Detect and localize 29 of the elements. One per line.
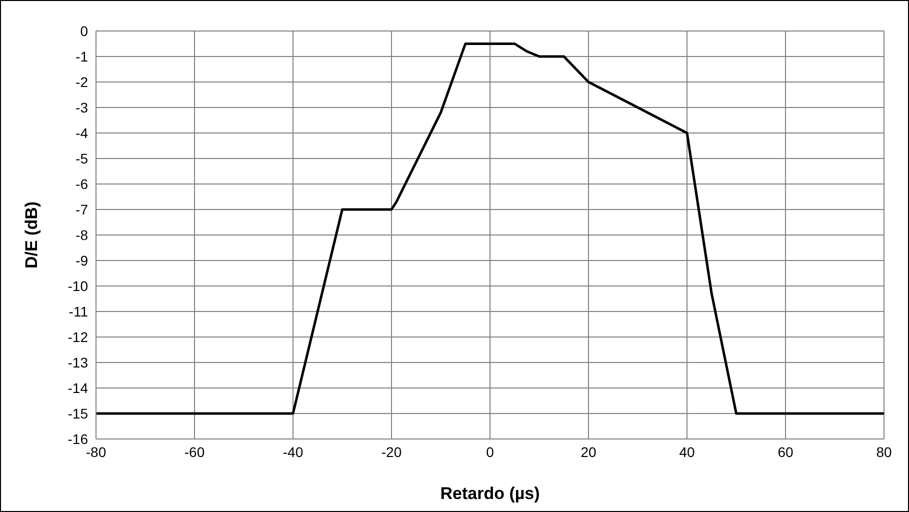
- y-tick-label: -4: [76, 124, 88, 141]
- y-tick-label: -13: [68, 354, 88, 370]
- x-tick-label: 20: [580, 444, 596, 460]
- y-tick-label: -8: [76, 226, 88, 243]
- line-series: [96, 42, 884, 415]
- x-tick-label: 40: [679, 444, 695, 460]
- y-tick-label: -1: [76, 48, 88, 64]
- y-tick-label: -9: [76, 252, 88, 268]
- y-tick-label: -16: [68, 430, 88, 447]
- x-tick-label: -80: [86, 444, 106, 460]
- y-tick-label: -15: [68, 405, 88, 422]
- y-tick-label: -10: [68, 278, 88, 294]
- x-axis-title: Retardo (µs): [440, 484, 540, 503]
- y-tick-label: -3: [76, 99, 88, 116]
- y-tick-label: -7: [76, 201, 88, 218]
- x-tick-label: 0: [486, 444, 494, 460]
- x-tick-label: 60: [778, 444, 794, 460]
- y-tick-label: -12: [68, 328, 88, 345]
- x-tick-label: -60: [184, 444, 205, 460]
- y-axis-title: D/E (dB): [22, 201, 42, 269]
- y-tick-label: -2: [76, 74, 88, 90]
- x-tick-label: 80: [876, 444, 892, 460]
- y-tick-label: -6: [76, 176, 88, 192]
- y-tick-label: 0: [80, 22, 88, 39]
- y-tick-label: -5: [76, 150, 88, 166]
- x-tick-label: -40: [282, 444, 304, 460]
- x-tick-label: -20: [381, 444, 402, 460]
- y-tick-label: -11: [68, 303, 88, 320]
- y-tick-label: -14: [68, 380, 88, 396]
